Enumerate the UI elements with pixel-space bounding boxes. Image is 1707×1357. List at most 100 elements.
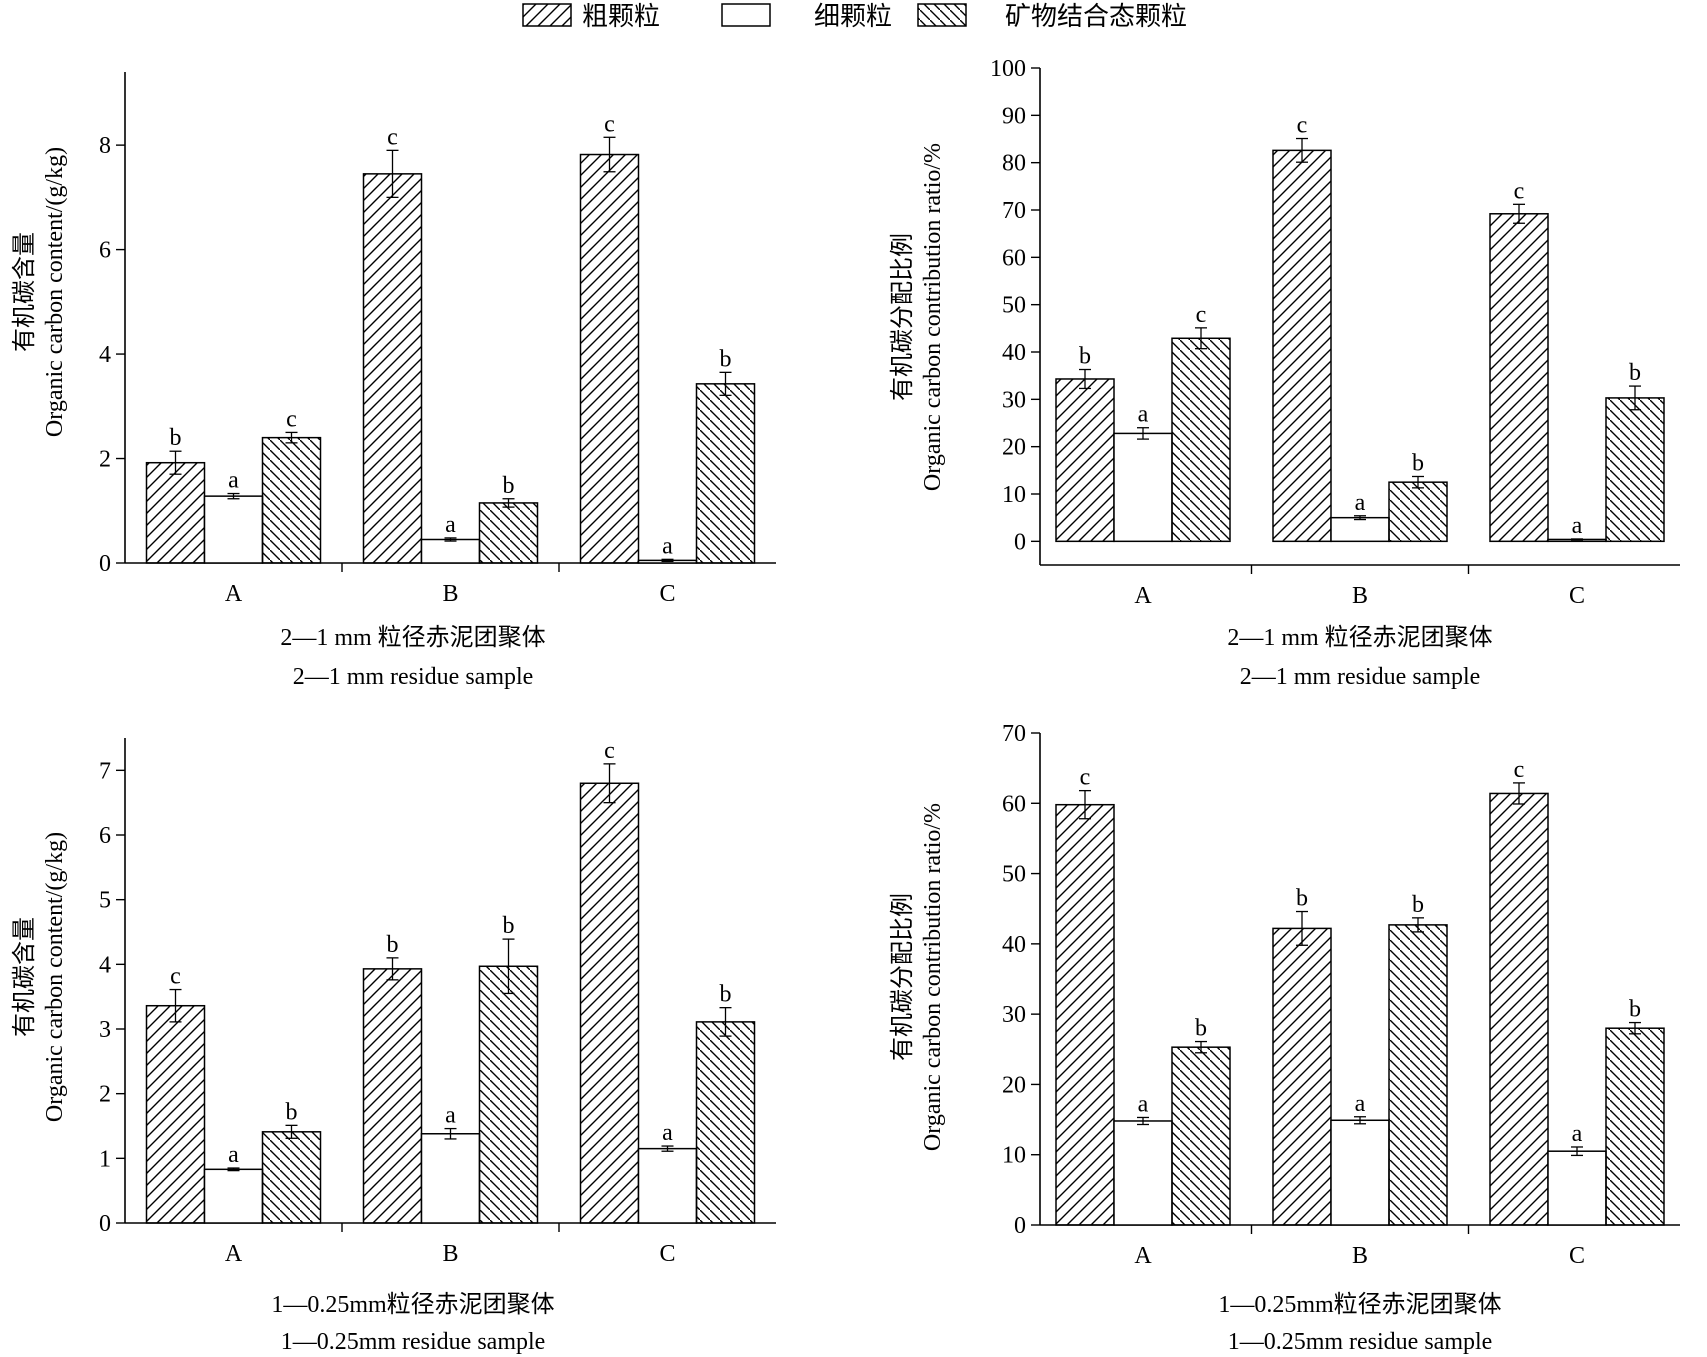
y-tick-label: 6 bbox=[99, 238, 111, 264]
x-axis-title-cn: 2—1 mm 粒径赤泥团聚体 bbox=[1227, 624, 1492, 651]
significance-label: b bbox=[1195, 1016, 1207, 1042]
bar-coarse bbox=[362, 968, 423, 1224]
bar-coarse bbox=[1055, 378, 1115, 543]
x-tick-label: B bbox=[442, 581, 458, 607]
y-axis-title-cn: 有机碳分配比例 bbox=[888, 893, 916, 1061]
y-axis-title-en: Organic carbon content/(g/kg) bbox=[42, 147, 68, 437]
y-tick-label: 4 bbox=[99, 952, 111, 978]
significance-label: c bbox=[604, 738, 615, 764]
y-tick-label: 2 bbox=[99, 447, 111, 473]
legend-swatch-fine bbox=[721, 3, 771, 27]
significance-label: c bbox=[1514, 178, 1525, 204]
y-tick-label: 10 bbox=[1002, 1143, 1026, 1169]
legend-item-fine: 细颗粒 bbox=[721, 2, 892, 32]
y-tick-label: 60 bbox=[1002, 245, 1026, 271]
panel-fine-aggregate-content: 有机碳含量 Organic carbon content/(g/kg) 1—0.… bbox=[10, 738, 776, 1355]
significance-label: b bbox=[387, 932, 399, 958]
significance-label: b bbox=[170, 425, 182, 451]
legend-item-mineral: 矿物结合态颗粒 bbox=[917, 2, 1187, 32]
significance-label: a bbox=[1138, 1091, 1149, 1117]
significance-label: b bbox=[720, 982, 732, 1008]
x-tick-label: A bbox=[225, 581, 243, 607]
bar-coarse bbox=[145, 461, 206, 564]
y-tick-label: 6 bbox=[99, 823, 111, 849]
x-tick-label: C bbox=[659, 1241, 675, 1267]
y-tick-label: 70 bbox=[1002, 721, 1026, 747]
y-tick-label: 0 bbox=[99, 1211, 111, 1237]
significance-label: b bbox=[1079, 344, 1091, 370]
bar-fine bbox=[420, 538, 481, 564]
bar-fine bbox=[203, 495, 264, 564]
y-tick-label: 40 bbox=[1002, 932, 1026, 958]
y-axis-title-cn: 有机碳含量 bbox=[10, 917, 38, 1037]
legend-label-mineral: 矿物结合态颗粒 bbox=[1005, 2, 1187, 32]
significance-label: b bbox=[720, 346, 732, 372]
x-axis-title-en: 2—1 mm residue sample bbox=[1240, 664, 1481, 690]
bar-fine bbox=[203, 1168, 264, 1224]
significance-label: c bbox=[604, 111, 615, 137]
significance-label: a bbox=[445, 512, 456, 538]
y-axis-title-en: Organic carbon contribution ratio/% bbox=[920, 803, 946, 1151]
significance-label: a bbox=[445, 1103, 456, 1129]
y-axis-title-cn: 有机碳分配比例 bbox=[888, 233, 916, 401]
significance-label: a bbox=[1138, 402, 1149, 428]
bar-coarse bbox=[1489, 213, 1549, 543]
bar-coarse bbox=[1055, 803, 1115, 1226]
bar-coarse bbox=[579, 782, 640, 1224]
y-tick-label: 2 bbox=[99, 1082, 111, 1108]
bar-fine bbox=[1113, 1120, 1173, 1226]
x-axis-title-cn: 1—0.25mm粒径赤泥团聚体 bbox=[1218, 1291, 1501, 1318]
significance-label: a bbox=[228, 468, 239, 494]
y-tick-label: 30 bbox=[1002, 387, 1026, 413]
x-tick-label: A bbox=[1134, 1243, 1152, 1269]
y-tick-label: 90 bbox=[1002, 103, 1026, 129]
y-tick-label: 0 bbox=[1014, 1213, 1026, 1239]
x-tick-label: C bbox=[1569, 583, 1585, 609]
bar-mineral bbox=[1171, 337, 1231, 543]
y-tick-label: 10 bbox=[1002, 482, 1026, 508]
y-tick-label: 60 bbox=[1002, 791, 1026, 817]
significance-label: c bbox=[1080, 765, 1091, 791]
significance-label: b bbox=[286, 1099, 298, 1125]
x-tick-label: B bbox=[1352, 583, 1368, 609]
x-tick-label: B bbox=[442, 1241, 458, 1267]
significance-label: a bbox=[1572, 1121, 1583, 1147]
significance-label: b bbox=[1412, 450, 1424, 476]
y-tick-label: 0 bbox=[99, 551, 111, 577]
panel-coarse-aggregate-content: 有机碳含量 Organic carbon content/(g/kg) 2—1 … bbox=[10, 72, 776, 690]
significance-label: a bbox=[228, 1142, 239, 1168]
significance-label: a bbox=[1572, 513, 1583, 539]
y-axis-title-en: Organic carbon content/(g/kg) bbox=[42, 832, 68, 1122]
y-tick-label: 40 bbox=[1002, 340, 1026, 366]
bar-fine bbox=[1547, 1150, 1607, 1226]
y-tick-label: 80 bbox=[1002, 151, 1026, 177]
legend-label-fine: 细颗粒 bbox=[814, 2, 892, 32]
bar-fine bbox=[1330, 516, 1390, 543]
x-tick-label: A bbox=[225, 1241, 243, 1267]
significance-label: c bbox=[1196, 302, 1207, 328]
y-axis-title-cn: 有机碳含量 bbox=[10, 232, 38, 352]
bar-mineral bbox=[478, 965, 539, 1224]
y-tick-label: 50 bbox=[1002, 293, 1026, 319]
legend-label-coarse: 粗颗粒 bbox=[582, 2, 660, 32]
significance-label: c bbox=[170, 964, 181, 990]
y-tick-label: 4 bbox=[99, 342, 111, 368]
panel-fine-aggregate-ratio: 有机碳分配比例 Organic carbon contribution rati… bbox=[888, 721, 1680, 1355]
significance-label: c bbox=[286, 406, 297, 432]
significance-label: a bbox=[1355, 490, 1366, 516]
bar-fine bbox=[420, 1133, 481, 1224]
legend-item-coarse: 粗颗粒 bbox=[522, 2, 660, 32]
bar-mineral bbox=[261, 436, 322, 564]
y-tick-label: 70 bbox=[1002, 198, 1026, 224]
y-tick-label: 3 bbox=[99, 1017, 111, 1043]
bar-coarse bbox=[1272, 927, 1332, 1226]
y-tick-label: 30 bbox=[1002, 1002, 1026, 1028]
bar-fine bbox=[637, 1147, 698, 1224]
bar-mineral bbox=[261, 1131, 322, 1224]
bar-mineral bbox=[695, 383, 756, 564]
legend: 粗颗粒 细颗粒 矿物结合态颗粒 bbox=[522, 2, 1187, 32]
significance-label: c bbox=[1514, 757, 1525, 783]
bar-mineral bbox=[1605, 397, 1665, 543]
bar-mineral bbox=[1605, 1027, 1665, 1226]
